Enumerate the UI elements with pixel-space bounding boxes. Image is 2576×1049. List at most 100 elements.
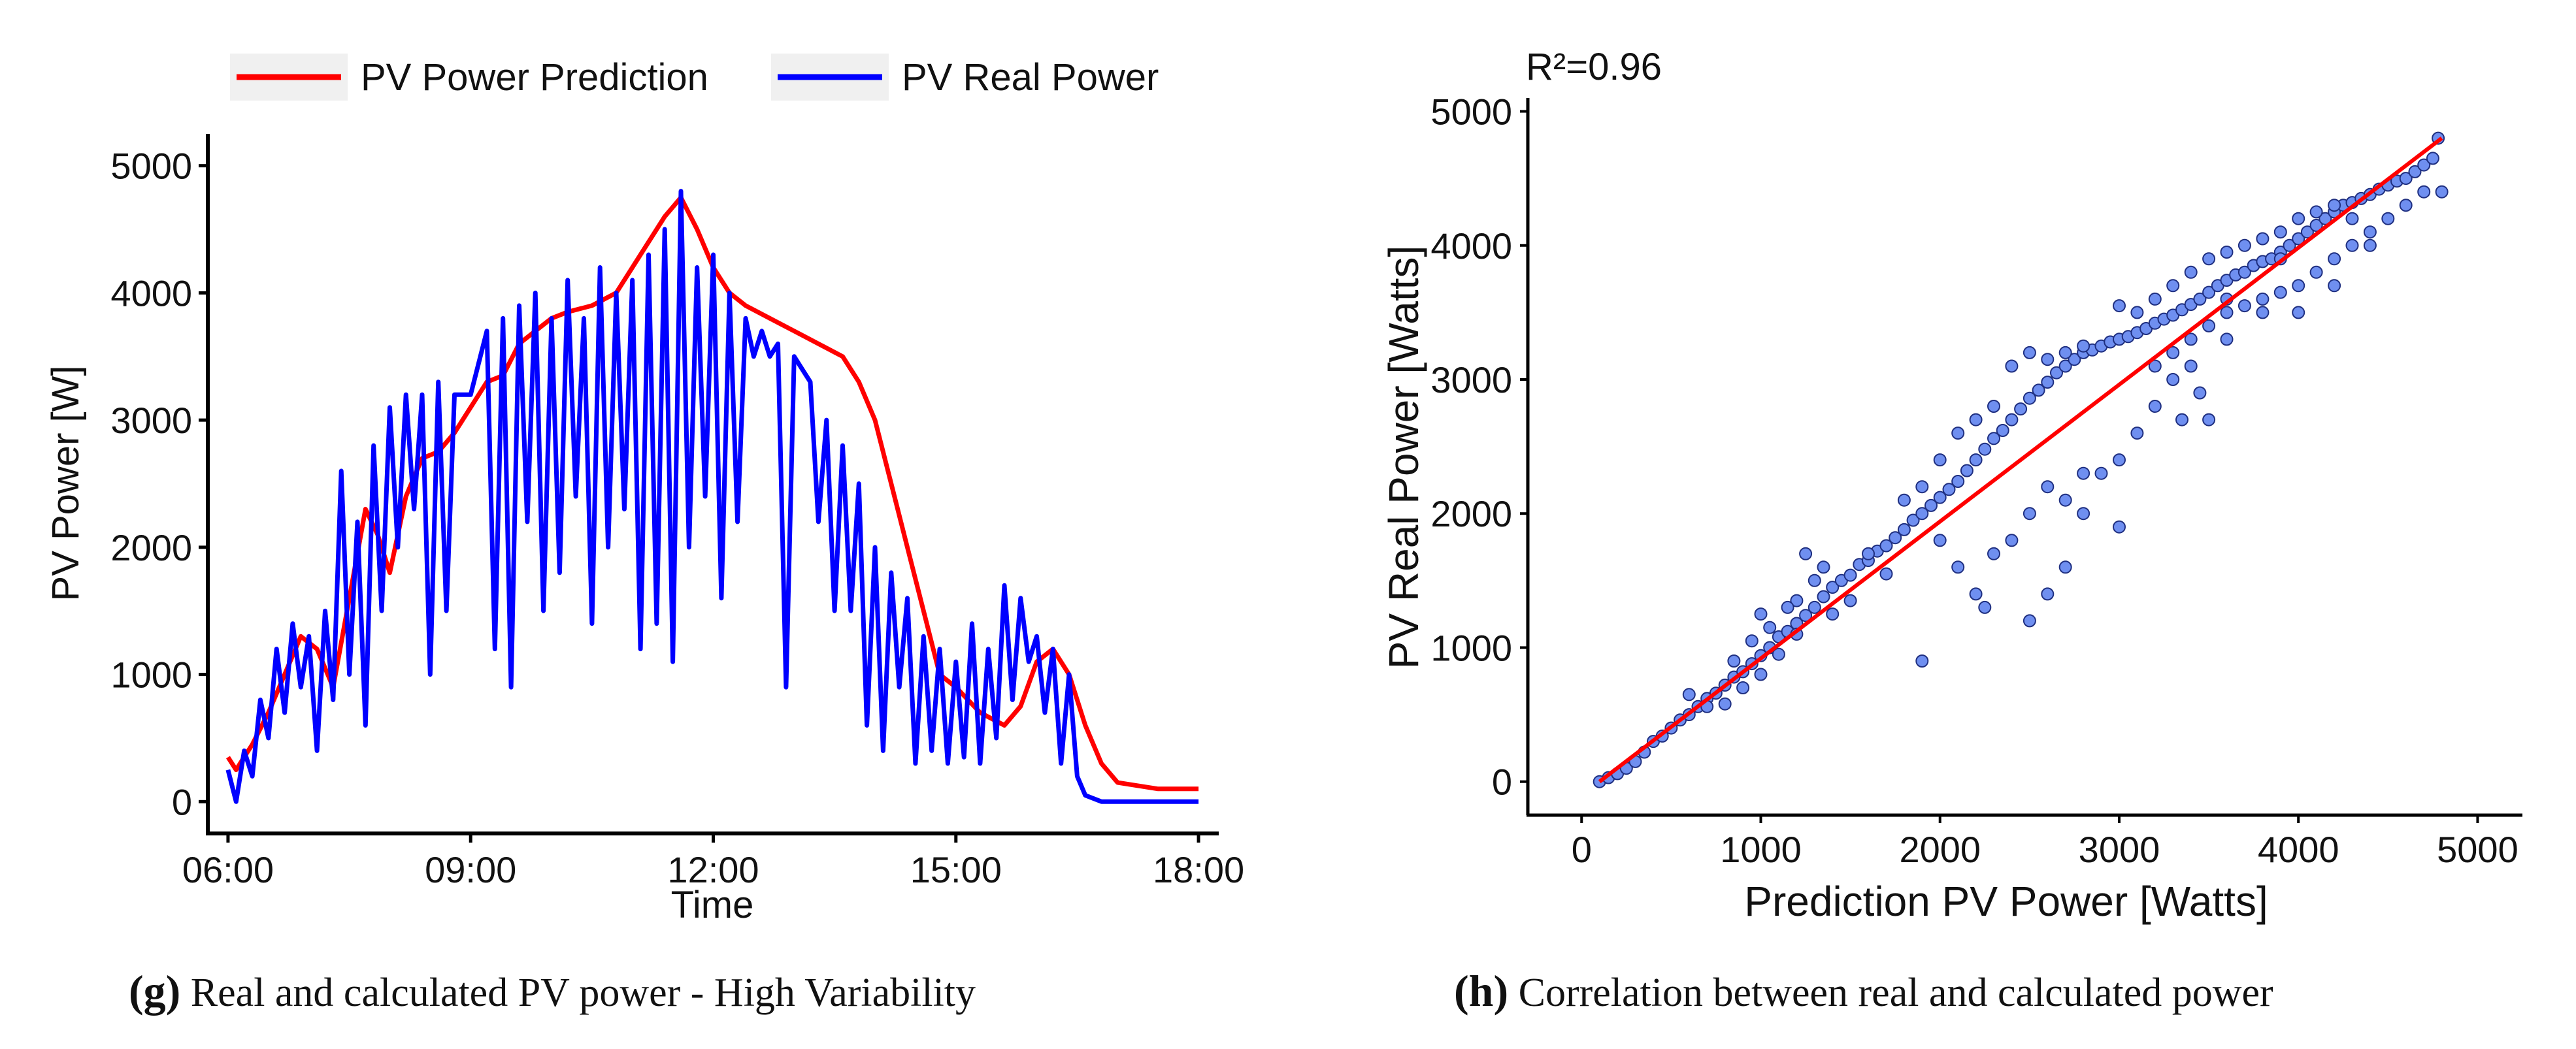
x-tick-label: 0 (1572, 829, 1592, 870)
scatter-point (2309, 265, 2323, 279)
scatter-point (2202, 413, 2216, 427)
scatter-point (1951, 560, 1965, 574)
scatter-point (2058, 560, 2072, 574)
x-tick-label: 09:00 (425, 849, 516, 890)
y-tick-label: 2000 (110, 527, 192, 568)
scatter-point (2184, 265, 2198, 279)
caption-h-text: Correlation between real and calculated … (1518, 971, 2273, 1015)
y-axis-title: PV Real Power [Watts] (1380, 246, 1427, 670)
scatter-point (2193, 386, 2207, 400)
scatter-point (1799, 547, 1813, 560)
scatter-point (2363, 225, 2377, 239)
scatter-point (2041, 353, 2055, 366)
scatter-point (2328, 279, 2341, 293)
x-axis-ticks: 0 1000 2000 3000 4000 5000 (1572, 815, 2518, 870)
x-tick-label: 4000 (2258, 829, 2339, 870)
scatter-point (2319, 212, 2332, 225)
scatter-point (2237, 265, 2251, 279)
scatter-point (1817, 590, 1830, 604)
scatter-point (2058, 346, 2072, 359)
y-axis-title: PV Power [W] (44, 366, 87, 602)
scatter-point (1915, 654, 1929, 668)
scatter-point (2292, 232, 2305, 246)
scatter-point (2077, 507, 2090, 521)
scatter-point (2113, 299, 2126, 313)
scatter-point (1969, 413, 1983, 427)
scatter-point (1843, 594, 1857, 607)
scatter-point (2283, 238, 2296, 252)
y-tick-label: 3000 (1430, 359, 1512, 400)
scatter-point (2345, 238, 2359, 252)
scatter-point (1933, 491, 1947, 504)
scatter-point (1924, 498, 1938, 512)
scatter-point (1718, 697, 1732, 711)
scatter-point (1987, 547, 2000, 560)
y-tick-label: 1000 (110, 654, 192, 696)
scatter-point (1897, 523, 1911, 536)
scatter-point (2426, 152, 2439, 165)
scatter-point (1754, 607, 1768, 621)
scatter-point (2417, 158, 2431, 172)
scatter-point (1889, 531, 1902, 545)
scatter-point (2381, 212, 2395, 225)
scatter-point (2050, 366, 2063, 379)
x-tick-label: 2000 (1899, 829, 1981, 870)
scatter-point (2273, 225, 2287, 239)
scatter-point (2041, 587, 2055, 601)
scatter-point (2256, 306, 2270, 319)
y-tick-label: 0 (1492, 762, 1512, 803)
scatter-point (2220, 332, 2234, 346)
scatter-point (2077, 339, 2090, 353)
scatter-point (1942, 483, 1956, 496)
scatter-point (1969, 587, 1983, 601)
scatter-point (2399, 172, 2413, 186)
scatter-point (2077, 466, 2090, 480)
scatter-point (2166, 373, 2180, 386)
scatter-point (1951, 427, 1965, 440)
y-tick-label: 2000 (1430, 493, 1512, 534)
scatter-point (2292, 279, 2305, 293)
scatter-point (2417, 185, 2431, 199)
scatter-point (2202, 285, 2216, 299)
x-axis-ticks: 06:00 09:00 12:00 15:00 18:00 (182, 833, 1244, 890)
scatter-point (2058, 359, 2072, 373)
scatter-point (1978, 442, 1992, 456)
scatter-point (1897, 493, 1911, 507)
scatter-point (2130, 427, 2144, 440)
scatter-point (2148, 359, 2162, 373)
x-tick-label: 18:00 (1153, 849, 1244, 890)
legend: PV Power Prediction PV Real Power (230, 54, 1159, 101)
scatter-point (1987, 400, 2000, 413)
x-tick-label: 1000 (1720, 829, 1802, 870)
scatter-point (2309, 219, 2323, 232)
scatter-point (1951, 475, 1965, 488)
legend-label-real: PV Real Power (902, 56, 1159, 99)
scatter-point (2032, 383, 2045, 397)
scatter-point (2005, 359, 2019, 373)
y-tick-label: 3000 (110, 400, 192, 441)
scatter-point (1817, 560, 1830, 574)
x-axis-title: Prediction PV Power [Watts] (1744, 878, 2268, 925)
caption-h: (h) Correlation between real and calcula… (1454, 965, 2273, 1017)
scatter-point (1799, 609, 1813, 622)
series-line-real (225, 189, 1199, 804)
y-axis-ticks: 0 1000 2000 3000 4000 5000 (1430, 91, 1528, 803)
scatter-point (1826, 581, 1840, 594)
scatter-point (1826, 607, 1840, 621)
scatter-point (2256, 292, 2270, 306)
y-tick-label: 5000 (110, 146, 192, 187)
scatter-point (1915, 507, 1929, 521)
scatter-point (2292, 212, 2305, 225)
scatter-point (2041, 480, 2055, 494)
x-tick-label: 15:00 (910, 849, 1002, 890)
scatter-point (2175, 413, 2188, 427)
caption-g-letter: (g) (129, 966, 181, 1016)
scatter-point (2292, 306, 2305, 319)
scatter-point (1790, 594, 1804, 607)
scatter-point (2014, 402, 2028, 416)
series-line-prediction (225, 195, 1199, 792)
x-tick-label: 12:00 (667, 849, 759, 890)
scatter-point (1843, 568, 1857, 582)
scatter-point (1915, 480, 1929, 494)
